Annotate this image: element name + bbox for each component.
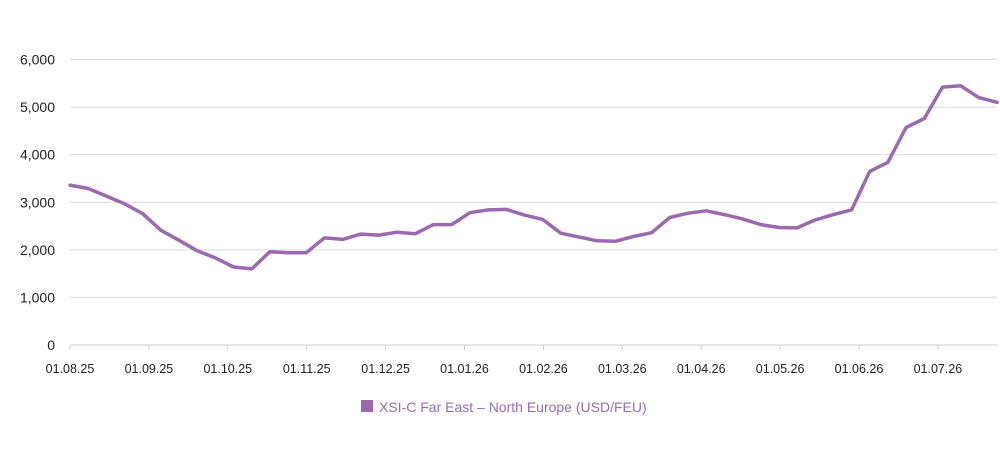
y-tick-label: 2,000 bbox=[20, 242, 55, 258]
gridlines bbox=[69, 59, 997, 350]
series-line bbox=[68, 83, 999, 271]
x-tick-label: 01.12.25 bbox=[361, 362, 410, 376]
x-tick-label: 01.11.25 bbox=[283, 362, 331, 376]
y-tick-label: 5,000 bbox=[20, 99, 55, 115]
x-tick-label: 01.07.26 bbox=[914, 362, 963, 376]
y-tick-label: 3,000 bbox=[20, 194, 55, 210]
legend-label: XSI-C Far East – North Europe (USD/FEU) bbox=[379, 399, 647, 415]
x-tick-label: 01.06.26 bbox=[835, 362, 884, 376]
x-tick-label: 01.01.26 bbox=[440, 362, 489, 376]
x-tick-label: 01.08.25 bbox=[46, 362, 95, 376]
y-tick-label: 0 bbox=[47, 337, 55, 353]
legend-swatch bbox=[361, 400, 373, 412]
x-tick-label: 01.10.25 bbox=[203, 362, 252, 376]
y-tick-label: 6,000 bbox=[20, 52, 55, 68]
y-tick-label: 4,000 bbox=[20, 147, 55, 163]
x-tick-label: 01.09.25 bbox=[125, 362, 174, 376]
series-layer bbox=[68, 83, 999, 271]
y-tick-label: 1,000 bbox=[20, 289, 55, 305]
y-axis-tick-labels: 0 1,000 2,000 3,000 4,000 5,000 6,000 bbox=[20, 52, 55, 354]
x-axis-tick-labels: 01.08.25 01.09.25 01.10.25 01.11.25 01.12.25… bbox=[46, 362, 963, 376]
x-tick-label: 01.04.26 bbox=[677, 362, 726, 376]
x-tick-label: 01.03.26 bbox=[598, 362, 647, 376]
x-tick-label: 01.02.26 bbox=[519, 362, 568, 376]
legend: XSI-C Far East – North Europe (USD/FEU) bbox=[361, 399, 647, 415]
x-tick-label: 01.05.26 bbox=[756, 362, 805, 376]
